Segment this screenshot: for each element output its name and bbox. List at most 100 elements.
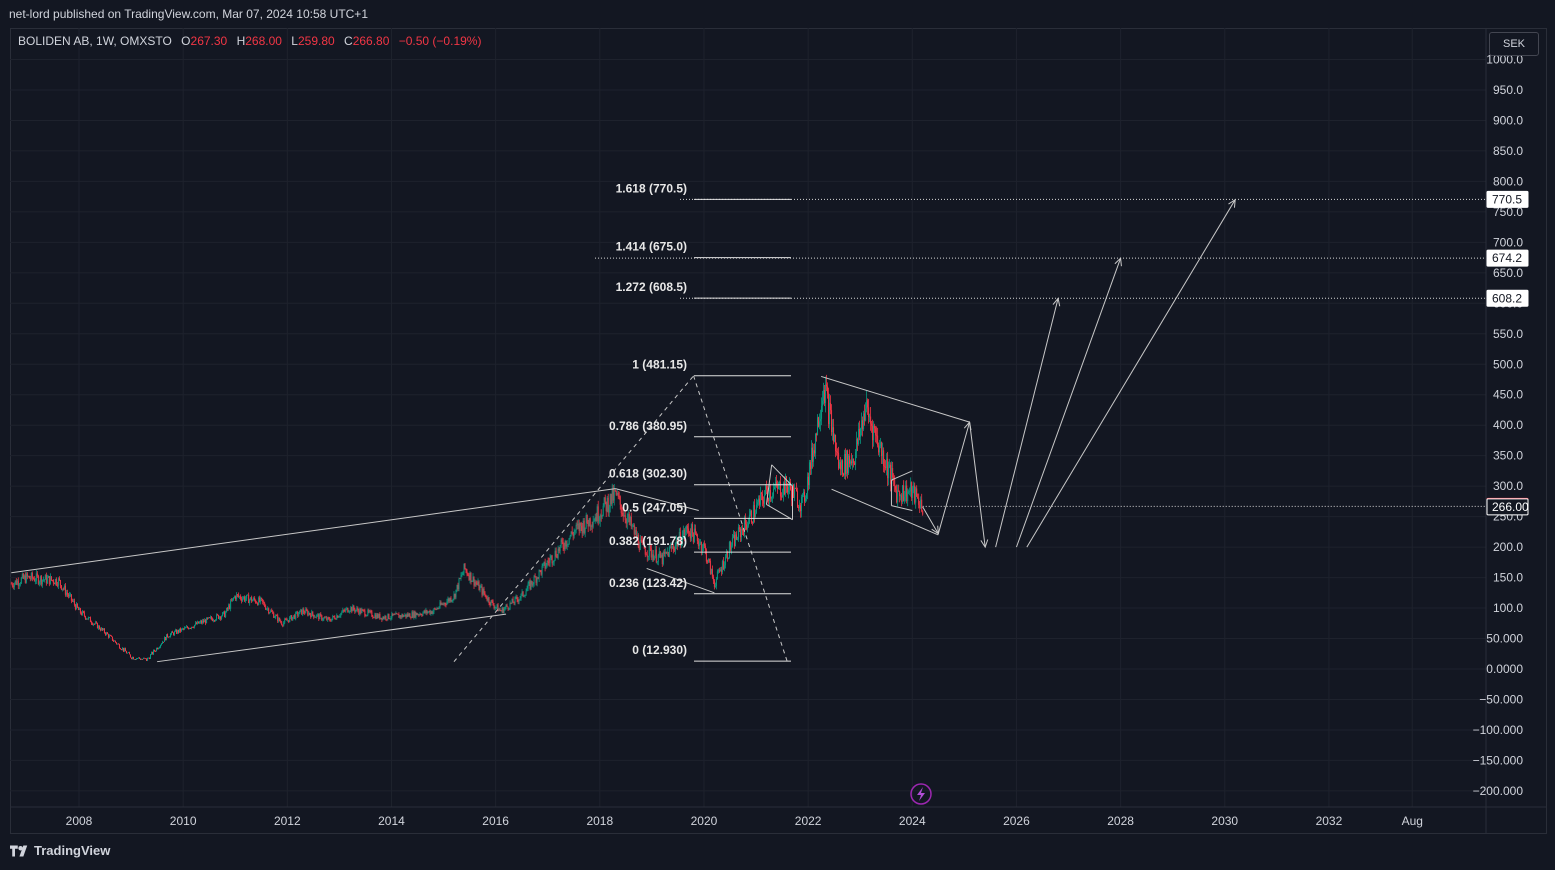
y-tick-label: 0.0000 (1486, 662, 1523, 676)
candle-body (393, 614, 395, 616)
candle-body (522, 591, 524, 597)
candle-body (291, 615, 293, 621)
candle-body (557, 548, 559, 558)
candle-body (584, 527, 586, 533)
candle-body (871, 423, 873, 426)
x-tick-label: 2030 (1211, 814, 1238, 828)
candle-body (846, 450, 848, 474)
candle-body (346, 607, 348, 609)
candle-body (341, 612, 343, 614)
candle-body (290, 615, 292, 618)
candle-body (259, 597, 261, 602)
candle-body (599, 515, 601, 521)
candle-body (700, 542, 702, 551)
candle-body (149, 657, 151, 659)
candle-body (598, 520, 600, 522)
candle-body (864, 413, 866, 421)
candle-body (111, 636, 113, 641)
candle-body (897, 490, 899, 503)
candle-body (53, 583, 55, 585)
candle-body (62, 588, 64, 590)
candle-body (878, 445, 880, 453)
candle-body (704, 545, 706, 550)
candle-body (98, 625, 100, 629)
fib-level-label: 0.5 (247.05) (622, 500, 687, 514)
top-bar: net-lord published on TradingView.com, M… (0, 0, 1555, 28)
candle-body (159, 647, 161, 649)
candle-body (693, 528, 695, 543)
candle-body (400, 615, 402, 618)
candle-body (175, 630, 177, 632)
candle-body (302, 609, 304, 615)
candle-body (422, 612, 424, 616)
candle-body (847, 450, 849, 473)
candle-body (153, 649, 155, 655)
candle-body (782, 482, 784, 496)
candle-body (670, 546, 672, 549)
candle-body (640, 539, 642, 541)
candle-body (32, 578, 34, 579)
candle-body (684, 531, 686, 537)
price-marker-box (1486, 498, 1529, 516)
candle-body (765, 486, 767, 490)
candle-body (822, 400, 824, 406)
candle-body (94, 622, 96, 624)
candle-body (587, 522, 589, 527)
candle-body (673, 548, 675, 551)
candle-body (167, 634, 169, 637)
candle-body (294, 615, 296, 619)
candle-body (607, 497, 609, 513)
candle-body (454, 594, 456, 598)
candle-body (490, 600, 492, 606)
candle-body (835, 434, 837, 452)
candle-body (623, 515, 625, 517)
candle-body (808, 476, 810, 486)
candle-body (191, 626, 193, 629)
candle-body (396, 613, 398, 614)
candle-body (489, 603, 491, 606)
candle-body (375, 614, 377, 619)
candle-body (484, 593, 486, 595)
candle-body (363, 609, 365, 611)
candle-body (713, 580, 715, 587)
candle-body (250, 597, 252, 600)
candle-body (486, 598, 488, 601)
currency-button[interactable]: SEK (1489, 32, 1539, 56)
small-box-upper (891, 470, 913, 481)
candle-body (43, 579, 45, 581)
candle-body (609, 493, 611, 508)
candle-body (239, 596, 241, 598)
candle-body (407, 614, 409, 617)
candle-body (558, 548, 560, 552)
candle-body (648, 545, 650, 556)
candle-body (687, 528, 689, 533)
candle-body (253, 597, 255, 601)
candle-body (364, 610, 366, 616)
candle-body (681, 535, 683, 545)
candle-body (285, 619, 287, 621)
candle-body (426, 610, 428, 614)
candle-body (206, 617, 208, 624)
candle-body (811, 447, 813, 470)
candle-body (318, 614, 320, 620)
candle-body (853, 458, 855, 463)
candle-body (194, 624, 196, 628)
candle-body (711, 568, 713, 577)
candle-body (104, 632, 106, 635)
candle-body (86, 618, 88, 620)
candle-body (416, 612, 418, 616)
candle-body (748, 514, 750, 524)
candle-body (747, 523, 749, 526)
candle-body (248, 594, 250, 604)
candle-body (480, 586, 482, 588)
candle-body (483, 589, 485, 594)
fib-level-label: 0.382 (191.78) (609, 534, 687, 548)
candle-body (105, 632, 107, 635)
candle-body (390, 617, 392, 619)
candle-body (329, 618, 331, 621)
candle-body (712, 576, 714, 581)
candle-body (70, 594, 72, 601)
candle-body (46, 577, 48, 584)
candle-body (66, 592, 68, 595)
